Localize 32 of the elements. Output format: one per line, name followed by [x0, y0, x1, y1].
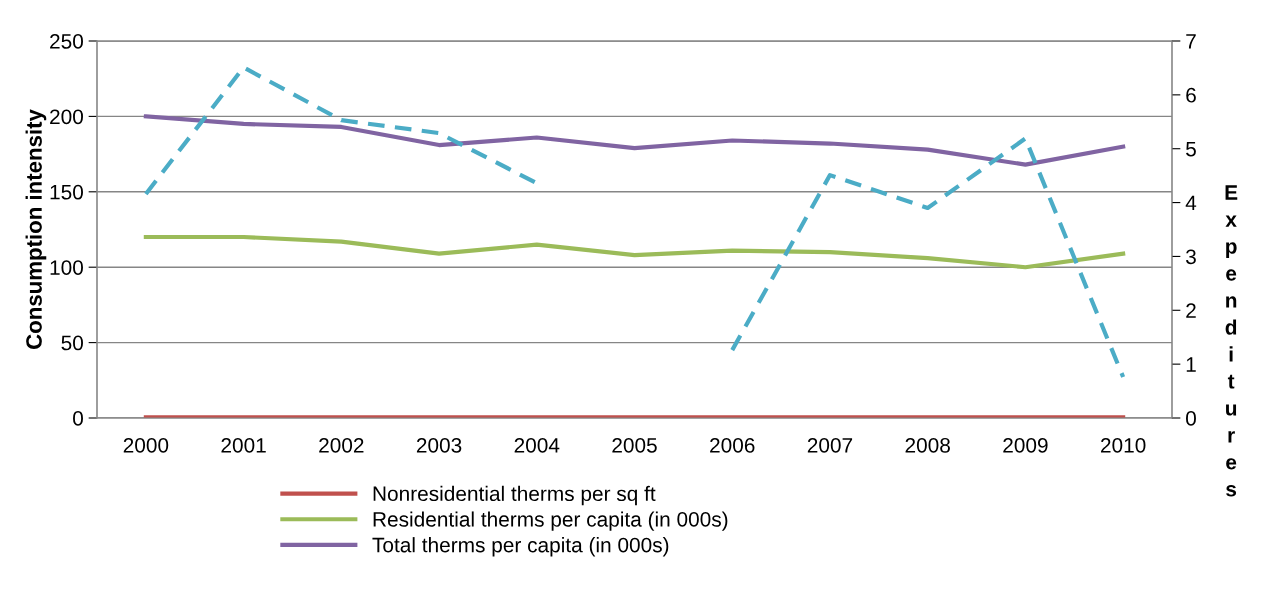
y-tick-label: 50 — [61, 335, 83, 351]
y-tick-label: 200 — [50, 109, 83, 125]
y-axis-title: Consumption intensity — [25, 109, 47, 349]
y2-tick-label: 6 — [1186, 87, 1196, 103]
line-series — [143, 234, 1126, 270]
legend-label: Total therms per capita (in 000s) — [372, 537, 669, 557]
text: Expenditures — [1225, 185, 1238, 497]
x-tick-label: 2006 — [710, 437, 755, 453]
y2-tick-label: 7 — [1186, 34, 1196, 49]
y2-tick-label: 3 — [1185, 249, 1196, 265]
y2-tick-label: 5 — [1186, 141, 1196, 157]
y-tick-label: 100 — [50, 260, 83, 275]
x-tick-label: 2003 — [416, 437, 462, 453]
x-tick-label: 2002 — [319, 437, 364, 453]
x-tick-label: 2000 — [123, 437, 169, 453]
x-tick-label: 2001 — [221, 437, 266, 453]
y-tick-label: 250 — [50, 34, 83, 49]
y2-tick-label: 0 — [1186, 411, 1196, 426]
x-tick-label: 2005 — [612, 437, 657, 453]
x-tick-label: 2007 — [807, 437, 853, 453]
line-series — [143, 114, 1126, 167]
x-tick-label: 2008 — [905, 437, 950, 453]
legend-label: Residential therms per capita (in 000s) — [373, 511, 728, 531]
y2-tick-label: 1 — [1186, 357, 1196, 372]
x-tick-label: 2004 — [514, 437, 560, 453]
x-tick-label: 2010 — [1101, 437, 1146, 453]
legend-label: Nonresidential therms per sq ft — [373, 485, 656, 506]
y2-tick-label: 4 — [1185, 195, 1197, 211]
x-tick-label: 2009 — [1003, 437, 1048, 453]
y-tick-label: 0 — [73, 411, 83, 426]
y-tick-label: 150 — [50, 184, 83, 200]
y2-tick-label: 2 — [1186, 303, 1196, 318]
